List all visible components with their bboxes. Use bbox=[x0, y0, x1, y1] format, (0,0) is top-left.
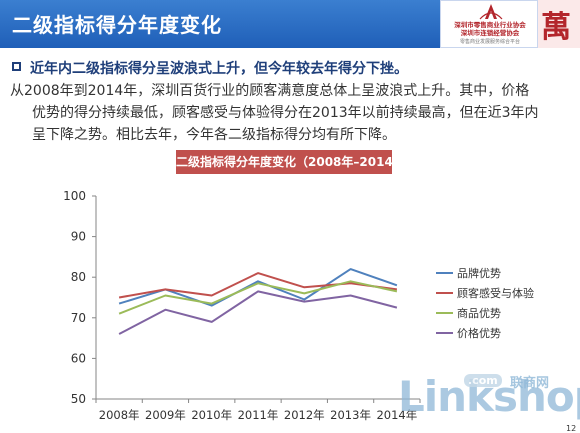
x-tick-label: 2014年 bbox=[376, 408, 417, 422]
y-tick-label: 100 bbox=[63, 189, 86, 203]
key-finding: 近年内二级指标得分呈波浪式上升，但今年较去年得分下挫。 bbox=[10, 58, 570, 78]
series-line bbox=[118, 290, 398, 335]
page-title: 二级指标得分年度变化 bbox=[12, 13, 222, 37]
y-tick-label: 50 bbox=[71, 392, 86, 406]
x-tick-label: 2011年 bbox=[238, 408, 279, 422]
legend-label: 顾客感受与体验 bbox=[457, 286, 534, 300]
series-line bbox=[118, 268, 398, 307]
header-bar: 二级指标得分年度变化 深圳市零售商业行业协会 深圳市连锁经营协会 零售商业发展服… bbox=[0, 0, 580, 48]
y-tick-label: 90 bbox=[71, 230, 86, 244]
logo-text-line3: 零售商业发展服务综合平台 bbox=[459, 39, 520, 45]
x-tick-label: 2009年 bbox=[145, 408, 186, 422]
legend-label: 品牌优势 bbox=[457, 266, 501, 280]
series-line bbox=[118, 272, 398, 299]
paragraph-line: 从2008年到2014年，深圳百货行业的顾客满意度总体上呈波浪式上升。其中，价格 bbox=[10, 83, 530, 99]
line-chart: 50 60 70 80 90 100 2008年 2009年 2010年 2011年 2012年 20… bbox=[63, 189, 534, 422]
x-tick-label: 2008年 bbox=[99, 408, 140, 422]
y-tick-label: 80 bbox=[71, 270, 86, 284]
logo-text-line2: 深圳市连锁经营协会 bbox=[460, 29, 520, 37]
paragraph-line: 优势的得分持续最低，顾客感受与体验得分在2013年以前持续最高，但在近3年内 bbox=[32, 105, 539, 121]
bullet-square-icon bbox=[12, 62, 21, 71]
series-line bbox=[118, 280, 398, 315]
page-number: 12 bbox=[566, 424, 577, 433]
x-tick-label: 2012年 bbox=[284, 408, 325, 422]
key-finding-text: 近年内二级指标得分呈波浪式上升，但今年较去年得分下挫。 bbox=[30, 61, 408, 77]
y-tick-label: 60 bbox=[71, 351, 86, 365]
x-tick-label: 2013年 bbox=[330, 408, 371, 422]
description-paragraph: 从2008年到2014年，深圳百货行业的顾客满意度总体上呈波浪式上升。其中，价格… bbox=[10, 80, 572, 146]
paragraph-line: 呈下降之势。相比去年，今年各二级指标得分均有所下降。 bbox=[32, 127, 396, 143]
corner-logo: 萬人 bbox=[538, 0, 580, 48]
association-emblem-icon bbox=[479, 4, 503, 20]
y-tick-label: 70 bbox=[71, 311, 86, 325]
corner-logo-text: 萬人 bbox=[541, 10, 571, 45]
legend-label: 价格优势 bbox=[457, 326, 501, 340]
x-tick-label: 2010年 bbox=[191, 408, 232, 422]
chart-title: 二级指标得分年度变化（2008年–2014年） bbox=[176, 150, 417, 174]
logo-text-line1: 深圳市零售商业行业协会 bbox=[454, 21, 526, 29]
legend-label: 商品优势 bbox=[457, 306, 501, 320]
association-logo: 深圳市零售商业行业协会 深圳市连锁经营协会 零售商业发展服务综合平台 bbox=[440, 0, 538, 48]
